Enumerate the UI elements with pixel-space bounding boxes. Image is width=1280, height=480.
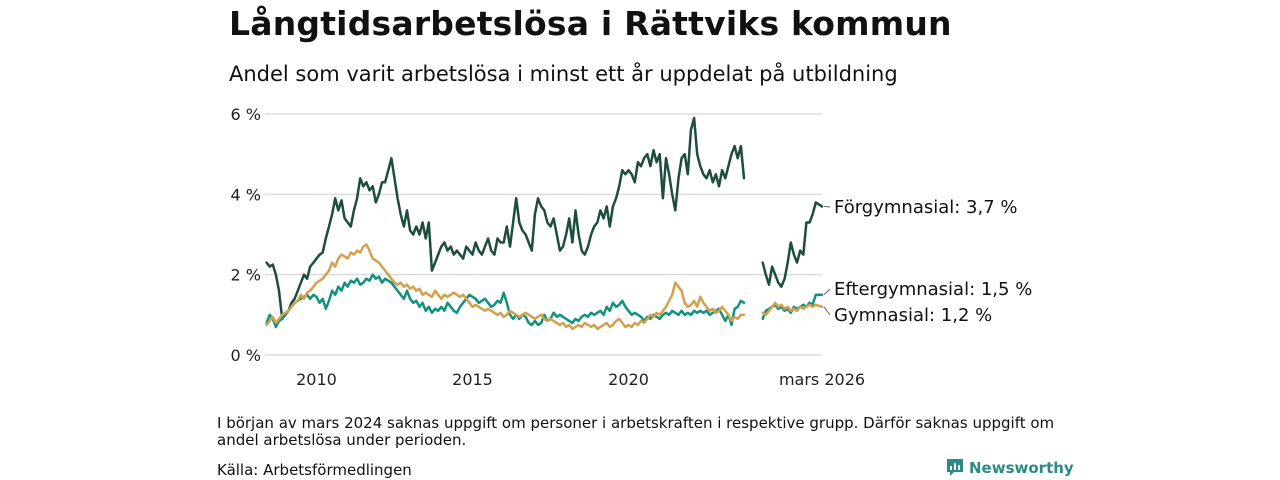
brand-logo[interactable]: Newsworthy (946, 458, 1074, 477)
x-tick-label: 2010 (296, 370, 337, 389)
y-axis-ticks: 0 % 2 % 4 % 6 % (231, 105, 261, 365)
x-tick-label: mars 2026 (779, 370, 865, 389)
end-label-leader (823, 306, 831, 316)
end-label-leader (823, 288, 831, 296)
series-line-eftergymnasial-0 (265, 273, 746, 329)
series-line-gymnasial-1 (761, 301, 824, 317)
end-label-gymnasial: Gymnasial: 1,2 % (834, 305, 992, 326)
series-lines (265, 116, 824, 331)
grid-lines (265, 113, 822, 356)
line-chart: 0 % 2 % 4 % 6 % 2010 2015 2020 mars 2026 Förgy… (231, 105, 1033, 389)
x-tick-label: 2015 (452, 370, 493, 389)
source-text: Källa: Arbetsförmedlingen (217, 461, 412, 479)
y-tick-label: 6 % (231, 105, 261, 124)
series-line-förgymnasial-1 (761, 201, 824, 288)
end-label-eftergymnasial: Eftergymnasial: 1,5 % (834, 279, 1032, 300)
chart-subtitle: Andel som varit arbetslösa i minst ett å… (229, 62, 898, 86)
x-axis-ticks: 2010 2015 2020 mars 2026 (296, 370, 865, 389)
x-tick-label: 2020 (608, 370, 649, 389)
footnote: I början av mars 2024 saknas uppgift om … (217, 414, 1055, 449)
series-line-gymnasial-0 (265, 243, 746, 331)
end-label-leader (823, 205, 831, 208)
brand-name: Newsworthy (969, 458, 1074, 477)
series-end-labels: Förgymnasial: 3,7 % Eftergymnasial: 1,5 %… (823, 197, 1032, 326)
y-tick-label: 2 % (231, 266, 261, 285)
y-tick-label: 0 % (231, 346, 261, 365)
end-label-förgymnasial: Förgymnasial: 3,7 % (834, 197, 1018, 218)
y-tick-label: 4 % (231, 185, 261, 204)
chart-title: Långtidsarbetslösa i Rättviks kommun (229, 4, 952, 43)
newsworthy-logo-icon (947, 459, 963, 476)
series-line-förgymnasial-0 (265, 116, 746, 321)
